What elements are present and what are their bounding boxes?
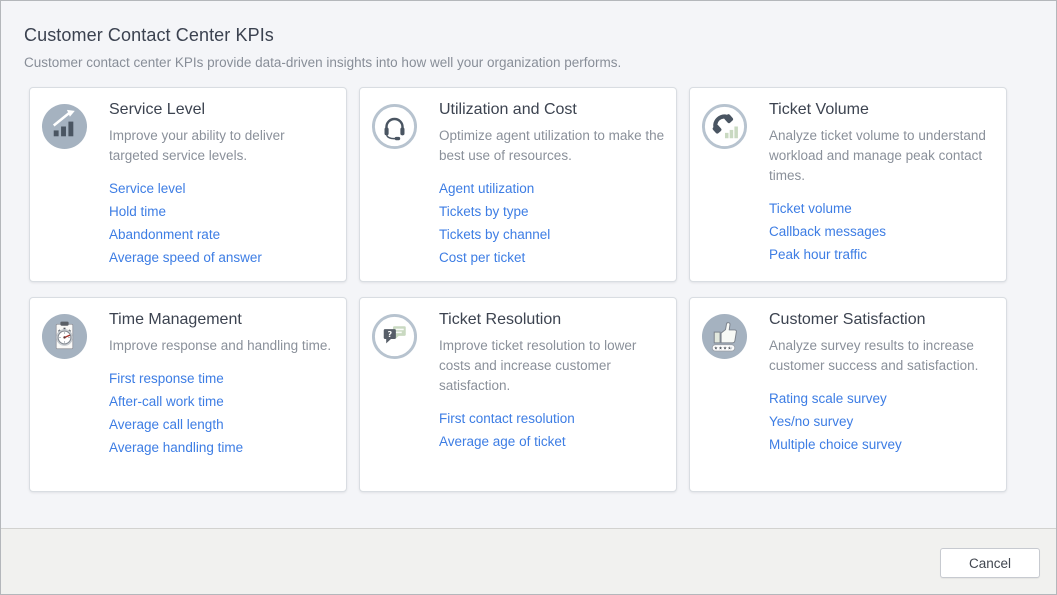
link-average-handling-time[interactable]: Average handling time — [109, 440, 244, 455]
card-link-list: Rating scale survey Yes/no survey Multip… — [769, 391, 996, 452]
link-yes-no-survey[interactable]: Yes/no survey — [769, 414, 854, 429]
page-subtitle: Customer contact center KPIs provide dat… — [24, 55, 622, 70]
card-link-list: First response time After-call work time… — [109, 371, 331, 455]
card-description: Improve your ability to deliver targeted… — [109, 128, 285, 163]
svg-text:★★★★: ★★★★ — [714, 346, 732, 352]
card-description: Optimize agent utilization to make the b… — [439, 128, 665, 163]
card-ticket-resolution: ? Ticket Resolution Improve ticket resol… — [359, 297, 677, 492]
link-agent-utilization[interactable]: Agent utilization — [439, 181, 535, 196]
card-service-level: Service Level Improve your ability to de… — [29, 87, 347, 282]
link-rating-scale-survey[interactable]: Rating scale survey — [769, 391, 887, 406]
card-customer-satisfaction: ★★★★ ★ Customer Satisfaction Analyze sur… — [689, 297, 1007, 492]
card-ticket-volume: Ticket Volume Analyze ticket volume to u… — [689, 87, 1007, 282]
svg-text:?: ? — [387, 330, 392, 339]
bar-chart-growth-icon — [41, 103, 88, 150]
link-service-level[interactable]: Service level — [109, 181, 186, 196]
card-title: Time Management — [109, 311, 242, 328]
card-link-list: First contact resolution Average age of … — [439, 411, 666, 449]
card-description: Analyze survey results to increase custo… — [769, 338, 979, 373]
card-title: Customer Satisfaction — [769, 311, 926, 328]
link-first-contact-resolution[interactable]: First contact resolution — [439, 411, 575, 426]
stopwatch-clipboard-icon — [41, 313, 88, 360]
cancel-button[interactable]: Cancel — [940, 548, 1040, 578]
card-description: Improve response and handling time. — [109, 338, 332, 353]
kpi-card-grid: Service Level Improve your ability to de… — [29, 87, 1007, 492]
phone-volume-icon — [701, 103, 748, 150]
link-tickets-by-channel[interactable]: Tickets by channel — [439, 227, 551, 242]
question-chat-icon: ? — [371, 313, 418, 360]
page-title: Customer Contact Center KPIs — [24, 25, 274, 45]
card-title: Ticket Volume — [769, 101, 869, 118]
card-link-list: Ticket volume Callback messages Peak hou… — [769, 201, 996, 262]
link-cost-per-ticket[interactable]: Cost per ticket — [439, 250, 526, 265]
link-first-response-time[interactable]: First response time — [109, 371, 224, 386]
link-tickets-by-type[interactable]: Tickets by type — [439, 204, 529, 219]
link-ticket-volume[interactable]: Ticket volume — [769, 201, 852, 216]
link-average-age-of-ticket[interactable]: Average age of ticket — [439, 434, 566, 449]
link-hold-time[interactable]: Hold time — [109, 204, 167, 219]
card-link-list: Agent utilization Tickets by type Ticket… — [439, 181, 666, 265]
link-multiple-choice-survey[interactable]: Multiple choice survey — [769, 437, 902, 452]
link-average-speed-of-answer[interactable]: Average speed of answer — [109, 250, 262, 265]
card-description: Improve ticket resolution to lower costs… — [439, 338, 637, 393]
card-title: Utilization and Cost — [439, 101, 577, 118]
card-title: Service Level — [109, 101, 206, 118]
link-callback-messages[interactable]: Callback messages — [769, 224, 887, 239]
link-after-call-work-time[interactable]: After-call work time — [109, 394, 224, 409]
card-link-list: Service level Hold time Abandonment rate… — [109, 181, 336, 265]
card-title: Ticket Resolution — [439, 311, 562, 328]
link-abandonment-rate[interactable]: Abandonment rate — [109, 227, 221, 242]
link-peak-hour-traffic[interactable]: Peak hour traffic — [769, 247, 868, 262]
dialog-footer: Cancel — [1, 528, 1056, 594]
headset-icon — [371, 103, 418, 150]
link-average-call-length[interactable]: Average call length — [109, 417, 224, 432]
card-time-management: Time Management Improve response and han… — [29, 297, 347, 492]
svg-text:★: ★ — [729, 346, 733, 352]
card-utilization-and-cost: Utilization and Cost Optimize agent util… — [359, 87, 677, 282]
page-header: Customer Contact Center KPIs Customer co… — [24, 25, 1024, 70]
thumbs-up-rating-icon: ★★★★ ★ — [701, 313, 748, 360]
card-description: Analyze ticket volume to understand work… — [769, 128, 986, 183]
